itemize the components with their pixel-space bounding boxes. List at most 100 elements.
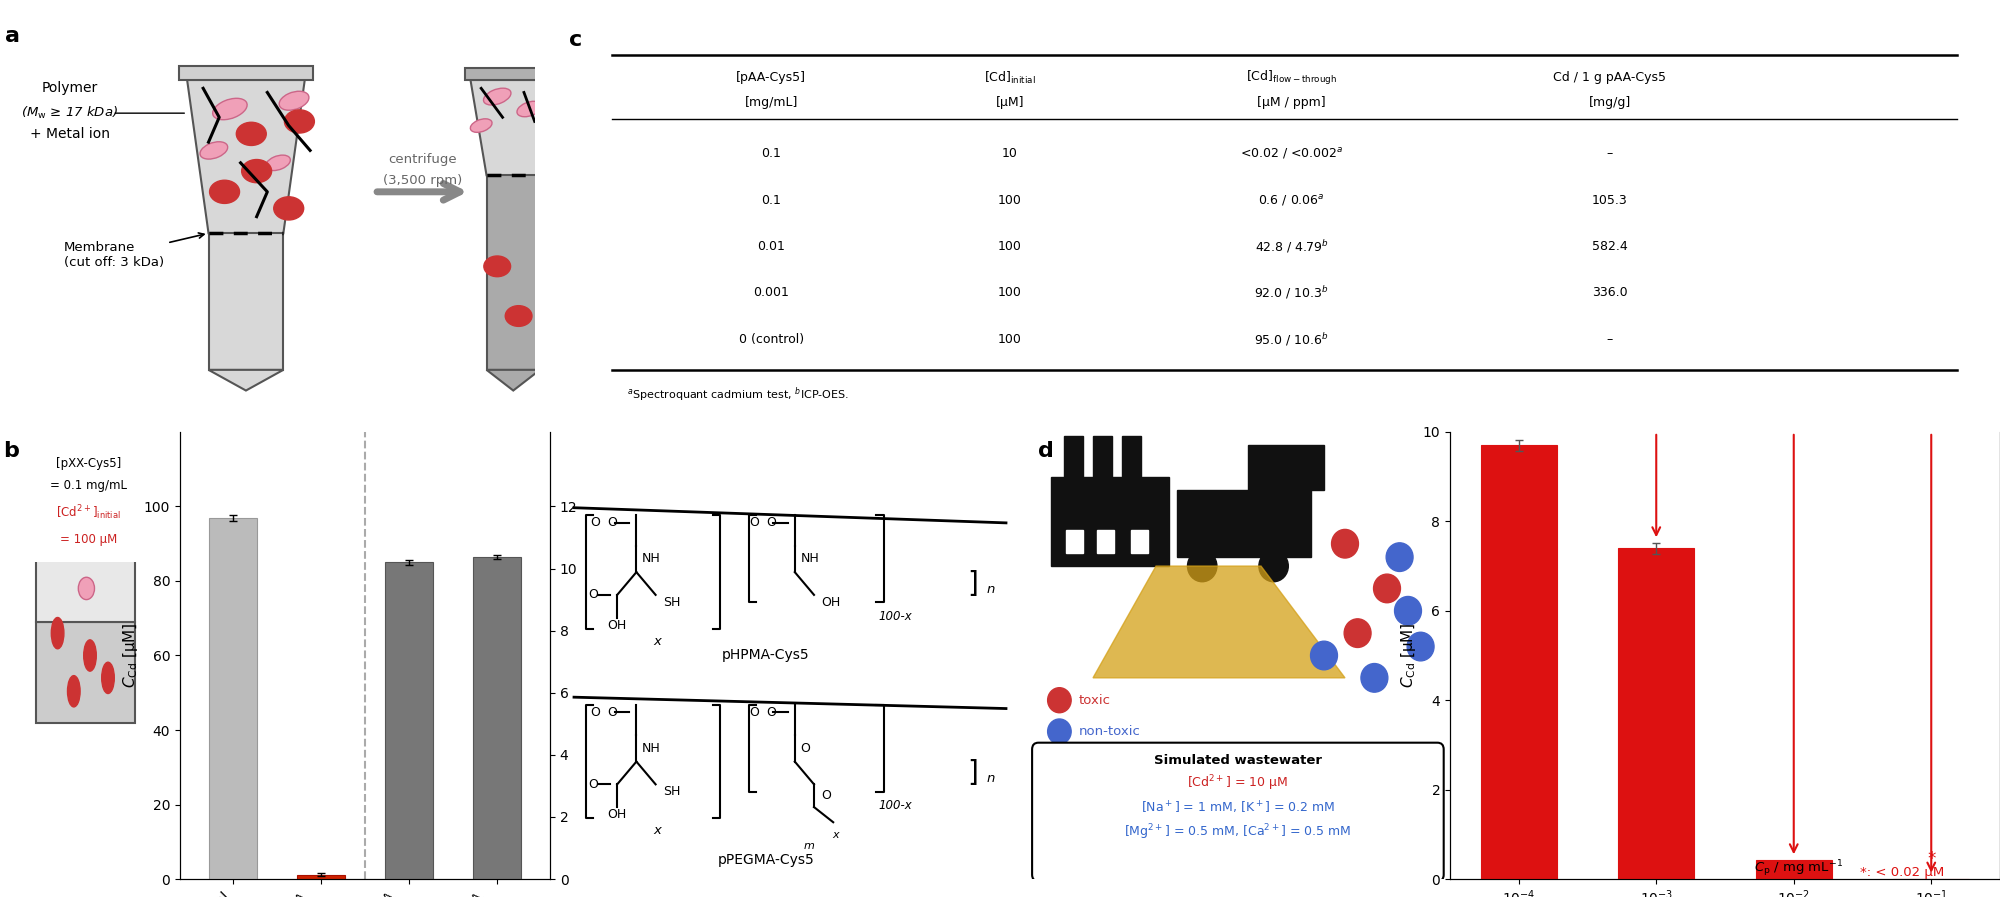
Text: + Metal ion: + Metal ion: [30, 126, 110, 141]
Text: x: x: [654, 635, 662, 648]
Circle shape: [102, 662, 114, 693]
Circle shape: [274, 196, 304, 220]
Bar: [36, 521, 136, 622]
Bar: [1248, 445, 1324, 490]
Circle shape: [242, 160, 272, 183]
Text: x: x: [832, 830, 838, 840]
Text: [Cd$^{2+}$]$_\mathrm{initial}$: [Cd$^{2+}$]$_\mathrm{initial}$: [56, 503, 120, 522]
Circle shape: [1408, 632, 1434, 661]
Text: O: O: [766, 517, 776, 529]
Circle shape: [1360, 664, 1388, 692]
Polygon shape: [208, 370, 284, 390]
Text: O: O: [800, 742, 810, 755]
Text: Polymer: Polymer: [42, 82, 98, 95]
Polygon shape: [486, 370, 540, 390]
Circle shape: [484, 256, 510, 276]
Text: SH: SH: [662, 596, 680, 609]
Text: OH: OH: [822, 596, 840, 609]
Text: 0 (control): 0 (control): [738, 333, 804, 345]
Text: 100-x: 100-x: [878, 799, 912, 813]
Text: d: d: [1038, 441, 1054, 461]
Bar: [296, 875, 346, 879]
Text: [pXX-Cys5]: [pXX-Cys5]: [56, 457, 120, 470]
Text: 100: 100: [998, 240, 1022, 253]
Bar: [1098, 530, 1114, 553]
Bar: [1480, 445, 1556, 879]
Text: 100: 100: [998, 194, 1022, 206]
Text: O: O: [608, 517, 618, 529]
Ellipse shape: [280, 91, 308, 110]
Ellipse shape: [78, 578, 94, 599]
Text: 95.0 / 10.6$^b$: 95.0 / 10.6$^b$: [1254, 331, 1330, 348]
Circle shape: [236, 122, 266, 145]
Text: 582.4: 582.4: [1592, 240, 1628, 253]
Text: [µM]: [µM]: [996, 96, 1024, 109]
Bar: [1756, 860, 1832, 879]
Bar: [208, 518, 258, 879]
Text: 0.01: 0.01: [758, 240, 786, 253]
FancyBboxPatch shape: [466, 68, 562, 80]
Text: 92.0 / 10.3$^b$: 92.0 / 10.3$^b$: [1254, 284, 1330, 301]
Text: a: a: [6, 26, 20, 47]
Circle shape: [1332, 529, 1358, 558]
Circle shape: [1048, 719, 1072, 744]
Bar: [486, 175, 540, 370]
Text: = 0.1 mg/mL: = 0.1 mg/mL: [50, 479, 126, 492]
Text: OH: OH: [608, 619, 626, 631]
Text: OH: OH: [608, 808, 626, 821]
Ellipse shape: [516, 101, 542, 117]
Text: m: m: [804, 841, 814, 851]
Text: [Cd]$_\mathrm{initial}$: [Cd]$_\mathrm{initial}$: [984, 70, 1036, 86]
Text: O: O: [588, 778, 598, 791]
Text: 0.6 / 0.06$^a$: 0.6 / 0.06$^a$: [1258, 193, 1326, 207]
Text: O: O: [590, 706, 600, 718]
Text: n: n: [986, 772, 996, 785]
Bar: [1130, 530, 1148, 553]
Circle shape: [1048, 688, 1072, 713]
Text: [Cd]$_\mathrm{flow-through}$: [Cd]$_\mathrm{flow-through}$: [1246, 69, 1338, 87]
Text: *: < 0.02 µM: *: < 0.02 µM: [1860, 867, 1944, 879]
Y-axis label: $C_{\rm Cd}$ [μM]: $C_{\rm Cd}$ [μM]: [120, 623, 140, 688]
Circle shape: [1374, 574, 1400, 603]
Circle shape: [68, 675, 80, 707]
Circle shape: [1258, 551, 1288, 582]
Y-axis label: $C_{\rm Cd}$ [μM]: $C_{\rm Cd}$ [μM]: [1400, 623, 1418, 688]
Text: *: *: [1928, 849, 1936, 868]
Text: O: O: [750, 706, 758, 718]
Text: non-toxic: non-toxic: [1078, 725, 1140, 738]
Text: ($M_\mathrm{w}$ ≥ 17 kDa): ($M_\mathrm{w}$ ≥ 17 kDa): [22, 105, 118, 121]
Text: NH: NH: [642, 553, 660, 565]
Text: O: O: [590, 517, 600, 529]
Circle shape: [1344, 619, 1372, 648]
Text: x: x: [654, 824, 662, 837]
Text: [mg/g]: [mg/g]: [1588, 96, 1630, 109]
Text: SH: SH: [662, 786, 680, 798]
Text: O: O: [608, 706, 618, 718]
Text: pPEGMA-Cys5: pPEGMA-Cys5: [718, 853, 814, 867]
Circle shape: [1394, 597, 1422, 625]
Text: –: –: [1606, 333, 1612, 345]
Bar: [1052, 476, 1168, 566]
Text: = 100 µM: = 100 µM: [60, 533, 116, 545]
Text: Membrane
(cut off: 3 kDa): Membrane (cut off: 3 kDa): [64, 233, 204, 269]
Text: [Na$^+$] = 1 mM, [K$^+$] = 0.2 mM: [Na$^+$] = 1 mM, [K$^+$] = 0.2 mM: [1142, 799, 1334, 815]
Ellipse shape: [200, 142, 228, 159]
Text: –: –: [1606, 147, 1612, 161]
Circle shape: [1386, 543, 1414, 571]
Bar: [1176, 490, 1312, 557]
Ellipse shape: [470, 118, 492, 133]
Text: 336.0: 336.0: [1592, 286, 1628, 300]
Text: [pAA-Cys5]: [pAA-Cys5]: [736, 72, 806, 84]
FancyBboxPatch shape: [1032, 743, 1444, 881]
Text: [Mg$^{2+}$] = 0.5 mM, [Ca$^{2+}$] = 0.5 mM: [Mg$^{2+}$] = 0.5 mM, [Ca$^{2+}$] = 0.5 …: [1124, 823, 1352, 842]
Circle shape: [84, 640, 96, 671]
Text: O: O: [766, 706, 776, 718]
Text: 0.001: 0.001: [754, 286, 790, 300]
Text: pHPMA-Cys5: pHPMA-Cys5: [722, 649, 810, 663]
Ellipse shape: [266, 155, 290, 170]
Text: O: O: [750, 517, 758, 529]
Text: NH: NH: [800, 553, 820, 565]
Text: Cd / 1 g pAA-Cys5: Cd / 1 g pAA-Cys5: [1554, 72, 1666, 84]
Text: n: n: [986, 583, 996, 596]
Text: 0.1: 0.1: [762, 147, 782, 161]
